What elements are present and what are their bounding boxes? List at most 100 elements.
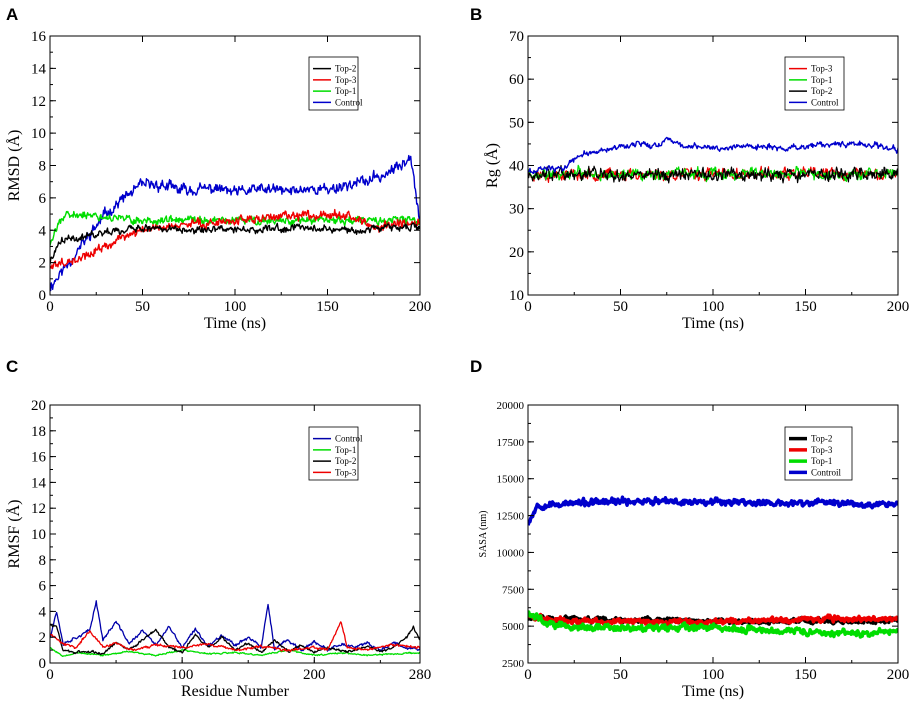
y-tick-label: 20	[509, 245, 524, 261]
panel-letter: D	[470, 357, 482, 376]
y-tick-label: 10	[31, 527, 46, 543]
legend-label-top-3: Top-3	[335, 467, 357, 477]
panel-letter: B	[470, 5, 482, 24]
legend-label-top-1: Top-1	[811, 456, 832, 466]
series-group	[50, 600, 420, 657]
y-tick-label: 14	[31, 475, 47, 491]
legend-label-control: Control	[811, 97, 839, 107]
y-tick-label: 50	[509, 115, 524, 131]
x-tick-label: 200	[887, 299, 910, 315]
y-tick-label: 15000	[497, 474, 525, 486]
x-tick-label: 0	[46, 299, 54, 315]
y-tick-label: 40	[509, 159, 524, 175]
x-tick-label: 150	[316, 299, 339, 315]
x-tick-label: 50	[613, 299, 628, 315]
y-axis-label: SASA (nm)	[478, 511, 489, 558]
y-tick-label: 12500	[497, 511, 525, 523]
x-tick-label: 150	[794, 667, 817, 683]
y-tick-label: 14	[31, 61, 47, 77]
y-tick-label: 2	[39, 256, 47, 272]
y-tick-label: 20	[31, 398, 46, 414]
plot-frame	[49, 404, 421, 664]
series-line-top-1	[50, 646, 420, 657]
x-tick-label: 0	[524, 299, 532, 315]
series-line-top-1	[50, 210, 420, 246]
panel-c: C 0 100 200 280 0 2 4 6 8 10 12 14 16 18 20 Residue Numb…	[5, 357, 431, 700]
x-tick-label: 0	[46, 667, 54, 683]
legend-box	[784, 56, 845, 111]
y-tick-label: 8	[39, 159, 47, 175]
y-tick-label: 2500	[502, 658, 525, 670]
x-tick-label: 0	[524, 667, 532, 683]
y-tick-label: 10	[31, 126, 46, 142]
x-tick-label: 200	[409, 299, 432, 315]
legend-label-control: Control	[335, 434, 363, 444]
panel-letter: C	[6, 357, 18, 376]
y-tick-label: 6	[39, 191, 47, 207]
x-tick-label: 50	[613, 667, 628, 683]
y-tick-label: 30	[509, 202, 524, 218]
x-axis-label: Time (ns)	[682, 315, 744, 332]
legend-box	[308, 426, 359, 481]
y-tick-label: 12	[31, 501, 46, 517]
legend-box	[308, 56, 359, 111]
x-tick-label: 280	[409, 667, 432, 683]
panel-d: D 0 50 100 150 200 2500 5000 7500 10000 12500 15000…	[470, 357, 909, 700]
legend-label-top-1: Top-1	[335, 445, 356, 455]
y-tick-label: 0	[39, 288, 47, 304]
x-axis-label: Time (ns)	[682, 683, 744, 700]
y-tick-label: 70	[509, 29, 524, 45]
y-tick-label: 2	[39, 630, 47, 646]
series-line-top-2	[50, 222, 420, 265]
series-group	[50, 154, 420, 292]
legend-label-top-2: Top-2	[335, 456, 356, 466]
series-line-top-3	[50, 621, 420, 653]
y-tick-label: 16	[31, 450, 47, 466]
series-group	[528, 495, 898, 639]
legend-label-top-1: Top-1	[811, 75, 832, 85]
legend-label-top-3: Top-3	[811, 64, 833, 74]
x-tick-label: 100	[702, 299, 725, 315]
y-tick-label: 10	[509, 288, 524, 304]
legend-label-controil: Controil	[811, 467, 842, 477]
y-tick-label: 5000	[502, 621, 525, 633]
plot-frame	[49, 35, 421, 296]
panel-b: B 0 50 100 150 200 10 20 30 40 50 60 70 Time (ns) Rg (…	[470, 5, 909, 332]
y-axis-label: Rg (Å)	[483, 143, 501, 188]
legend-label-control: Control	[335, 97, 363, 107]
series-line-top-1	[528, 610, 898, 639]
x-tick-label: 50	[135, 299, 150, 315]
series-line-control	[528, 136, 898, 175]
y-tick-label: 6	[39, 579, 47, 595]
panel-letter: A	[6, 5, 18, 24]
x-tick-label: 100	[171, 667, 194, 683]
x-axis-label: Residue Number	[181, 683, 290, 700]
panel-a: A 0 50 100 150 200 0 2 4 6 8 10 12 14 16 Time (ns) RMSD …	[5, 5, 431, 332]
y-tick-label: 20000	[497, 400, 525, 412]
y-axis-label: RMSF (Å)	[5, 500, 23, 569]
y-tick-label: 12	[31, 94, 46, 110]
y-tick-label: 8	[39, 553, 47, 569]
series-line-control	[50, 600, 420, 652]
y-axis-label: RMSD (Å)	[5, 130, 23, 202]
series-line-top-3	[50, 208, 420, 270]
y-tick-label: 0	[39, 656, 47, 672]
x-tick-label: 100	[224, 299, 247, 315]
y-tick-label: 60	[509, 72, 524, 88]
x-axis-label: Time (ns)	[204, 315, 266, 332]
legend-label-top-2: Top-2	[335, 64, 356, 74]
x-tick-label: 200	[303, 667, 326, 683]
x-tick-label: 200	[887, 667, 910, 683]
y-tick-label: 4	[39, 223, 47, 239]
series-line-top-2	[528, 164, 898, 184]
legend-label-top-3: Top-3	[811, 445, 833, 455]
legend-label-top-1: Top-1	[335, 86, 356, 96]
y-tick-label: 16	[31, 29, 47, 45]
legend-label-top-2: Top-2	[811, 434, 832, 444]
legend-label-top-2: Top-2	[811, 86, 832, 96]
y-tick-label: 4	[39, 604, 47, 620]
